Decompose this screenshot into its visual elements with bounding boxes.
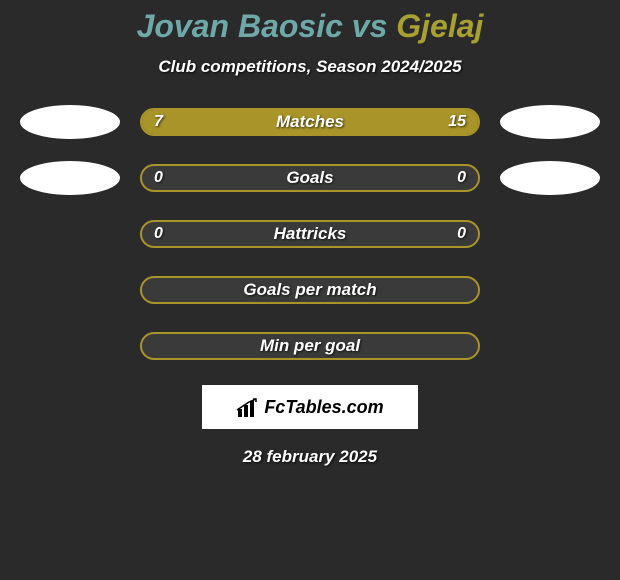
stat-bar: 715Matches bbox=[140, 108, 480, 136]
stat-row: Goals per match bbox=[0, 273, 620, 307]
stat-label: Matches bbox=[142, 110, 478, 134]
stat-bar: 00Goals bbox=[140, 164, 480, 192]
badge-spacer bbox=[500, 273, 600, 307]
player-badge-right bbox=[500, 105, 600, 139]
player-badge-left bbox=[20, 105, 120, 139]
stat-label: Min per goal bbox=[142, 334, 478, 358]
player-badge-right bbox=[500, 161, 600, 195]
title-player1: Jovan Baosic bbox=[137, 8, 343, 44]
subtitle: Club competitions, Season 2024/2025 bbox=[0, 57, 620, 77]
stat-bar: Min per goal bbox=[140, 332, 480, 360]
badge-spacer bbox=[20, 217, 120, 251]
logo-box: FcTables.com bbox=[202, 385, 418, 429]
stat-rows: 715Matches 00Goals 00Hattricks Goals per ma… bbox=[0, 105, 620, 363]
stat-bar: 00Hattricks bbox=[140, 220, 480, 248]
stat-label: Goals per match bbox=[142, 278, 478, 302]
stat-bar: Goals per match bbox=[140, 276, 480, 304]
title-player2: Gjelaj bbox=[396, 8, 483, 44]
comparison-infographic: Jovan Baosic vs Gjelaj Club competitions… bbox=[0, 0, 620, 467]
logo-text: FcTables.com bbox=[264, 397, 383, 418]
badge-spacer bbox=[500, 329, 600, 363]
title-vs: vs bbox=[343, 8, 396, 44]
stat-row: 00Goals bbox=[0, 161, 620, 195]
player-badge-left bbox=[20, 161, 120, 195]
page-title: Jovan Baosic vs Gjelaj bbox=[0, 8, 620, 45]
stat-label: Goals bbox=[142, 166, 478, 190]
badge-spacer bbox=[20, 273, 120, 307]
badge-spacer bbox=[20, 329, 120, 363]
bar-chart-icon bbox=[236, 397, 260, 417]
badge-spacer bbox=[500, 217, 600, 251]
stat-row: Min per goal bbox=[0, 329, 620, 363]
stat-row: 715Matches bbox=[0, 105, 620, 139]
date-text: 28 february 2025 bbox=[0, 447, 620, 467]
stat-label: Hattricks bbox=[142, 222, 478, 246]
stat-row: 00Hattricks bbox=[0, 217, 620, 251]
